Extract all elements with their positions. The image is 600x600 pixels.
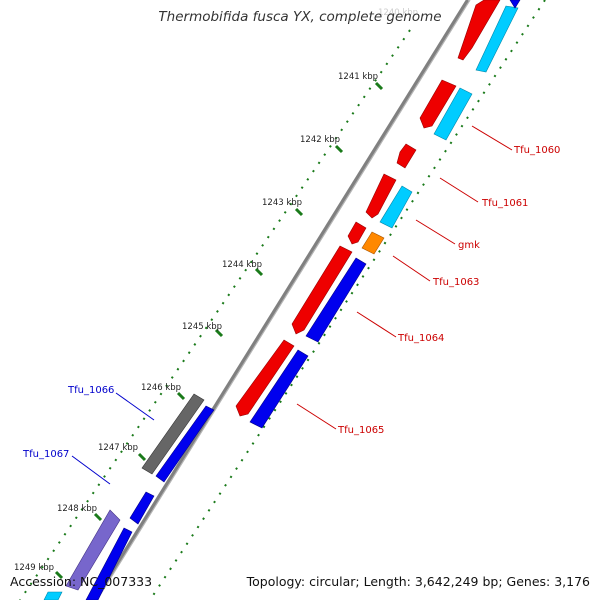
accession-text: Accession: NC_007333	[10, 574, 153, 589]
ruler-label: 1243 kbp	[262, 198, 302, 208]
feature-track-inner	[43, 393, 215, 600]
gene-label-right: gmk	[458, 240, 480, 251]
cds-forward-feature	[347, 221, 367, 245]
gene-label-right: Tfu_1063	[432, 277, 479, 288]
genome-backbone-highlight	[96, 0, 471, 600]
orf-forward-feature	[379, 185, 413, 229]
reverse-light-feature	[65, 509, 121, 591]
ruler-label: 1245 kbp	[182, 322, 222, 332]
cds-forward-feature	[396, 143, 417, 169]
ruler-labels: 1240 kbp 1241 kbp 1242 kbp 1243 kbp 1244…	[14, 8, 418, 573]
cds-forward-feature	[235, 339, 295, 417]
cds-reverse-feature	[305, 257, 367, 343]
ruler-tick-major	[176, 391, 186, 401]
ruler-tick-major	[294, 207, 304, 217]
gene-label-right: Tfu_1065	[337, 425, 384, 436]
cds-reverse-feature	[129, 491, 155, 525]
ruler-label: 1248 kbp	[57, 504, 97, 514]
genome-backbone	[93, 0, 470, 600]
ruler-ticks	[54, 81, 384, 580]
ruler-label: 1241 kbp	[338, 72, 378, 82]
ruler-tick-major	[214, 328, 224, 338]
pseudogene-feature	[141, 393, 205, 475]
cds-forward-feature	[457, 0, 501, 61]
ruler-tick-major	[374, 81, 384, 91]
cds-forward-feature	[365, 173, 397, 219]
ruler-label: 1247 kbp	[98, 443, 138, 453]
cds-reverse-feature	[85, 527, 133, 600]
page-title: Thermobifida fusca YX, complete genome	[158, 9, 442, 25]
cds-forward-feature	[291, 245, 353, 335]
feature-track-outer	[235, 0, 521, 429]
leader-line	[356, 311, 397, 338]
cds-reverse-feature	[249, 349, 309, 429]
ruler-tick-major	[93, 512, 103, 522]
ruler-tick-major	[54, 570, 64, 580]
leader-line	[471, 125, 513, 151]
gene-label-left: Tfu_1066	[67, 385, 114, 396]
ruler-tick-major	[254, 267, 264, 277]
leader-line	[415, 219, 456, 245]
rna-feature	[361, 231, 385, 255]
gene-label-left: Tfu_1067	[22, 449, 69, 460]
orf-forward-feature	[475, 5, 519, 73]
genome-summary-text: Topology: circular; Length: 3,642,249 bp…	[246, 574, 590, 589]
ruler-label: 1242 kbp	[300, 135, 340, 145]
leader-line	[439, 177, 479, 203]
leader-line	[71, 455, 111, 485]
orf-forward-feature	[433, 87, 473, 141]
cds-reverse-feature	[155, 405, 215, 483]
leader-line	[115, 392, 155, 421]
ruler-tick-major	[137, 452, 147, 462]
ruler-label: 1244 kbp	[222, 260, 262, 270]
cds-reverse-feature	[509, 0, 521, 9]
gene-labels: Tfu_1060 Tfu_1061 gmk Tfu_1063 Tfu_1064 …	[22, 145, 560, 460]
leader-line	[296, 403, 337, 430]
ruler-dotted-line	[19, 29, 411, 600]
cds-forward-feature	[419, 79, 457, 129]
orf-forward-feature	[43, 591, 63, 600]
ruler-label: 1246 kbp	[141, 383, 181, 393]
gene-label-right: Tfu_1060	[513, 145, 560, 156]
leader-lines	[71, 125, 513, 485]
ruler-label: 1249 kbp	[14, 563, 54, 573]
outer-dotted-line	[149, 0, 546, 600]
ruler-tick-major	[334, 144, 344, 154]
gene-label-right: Tfu_1061	[481, 198, 528, 209]
gene-label-right: Tfu_1064	[397, 333, 444, 344]
leader-line	[392, 255, 431, 282]
ruler-label: 1240 kbp	[378, 8, 418, 18]
